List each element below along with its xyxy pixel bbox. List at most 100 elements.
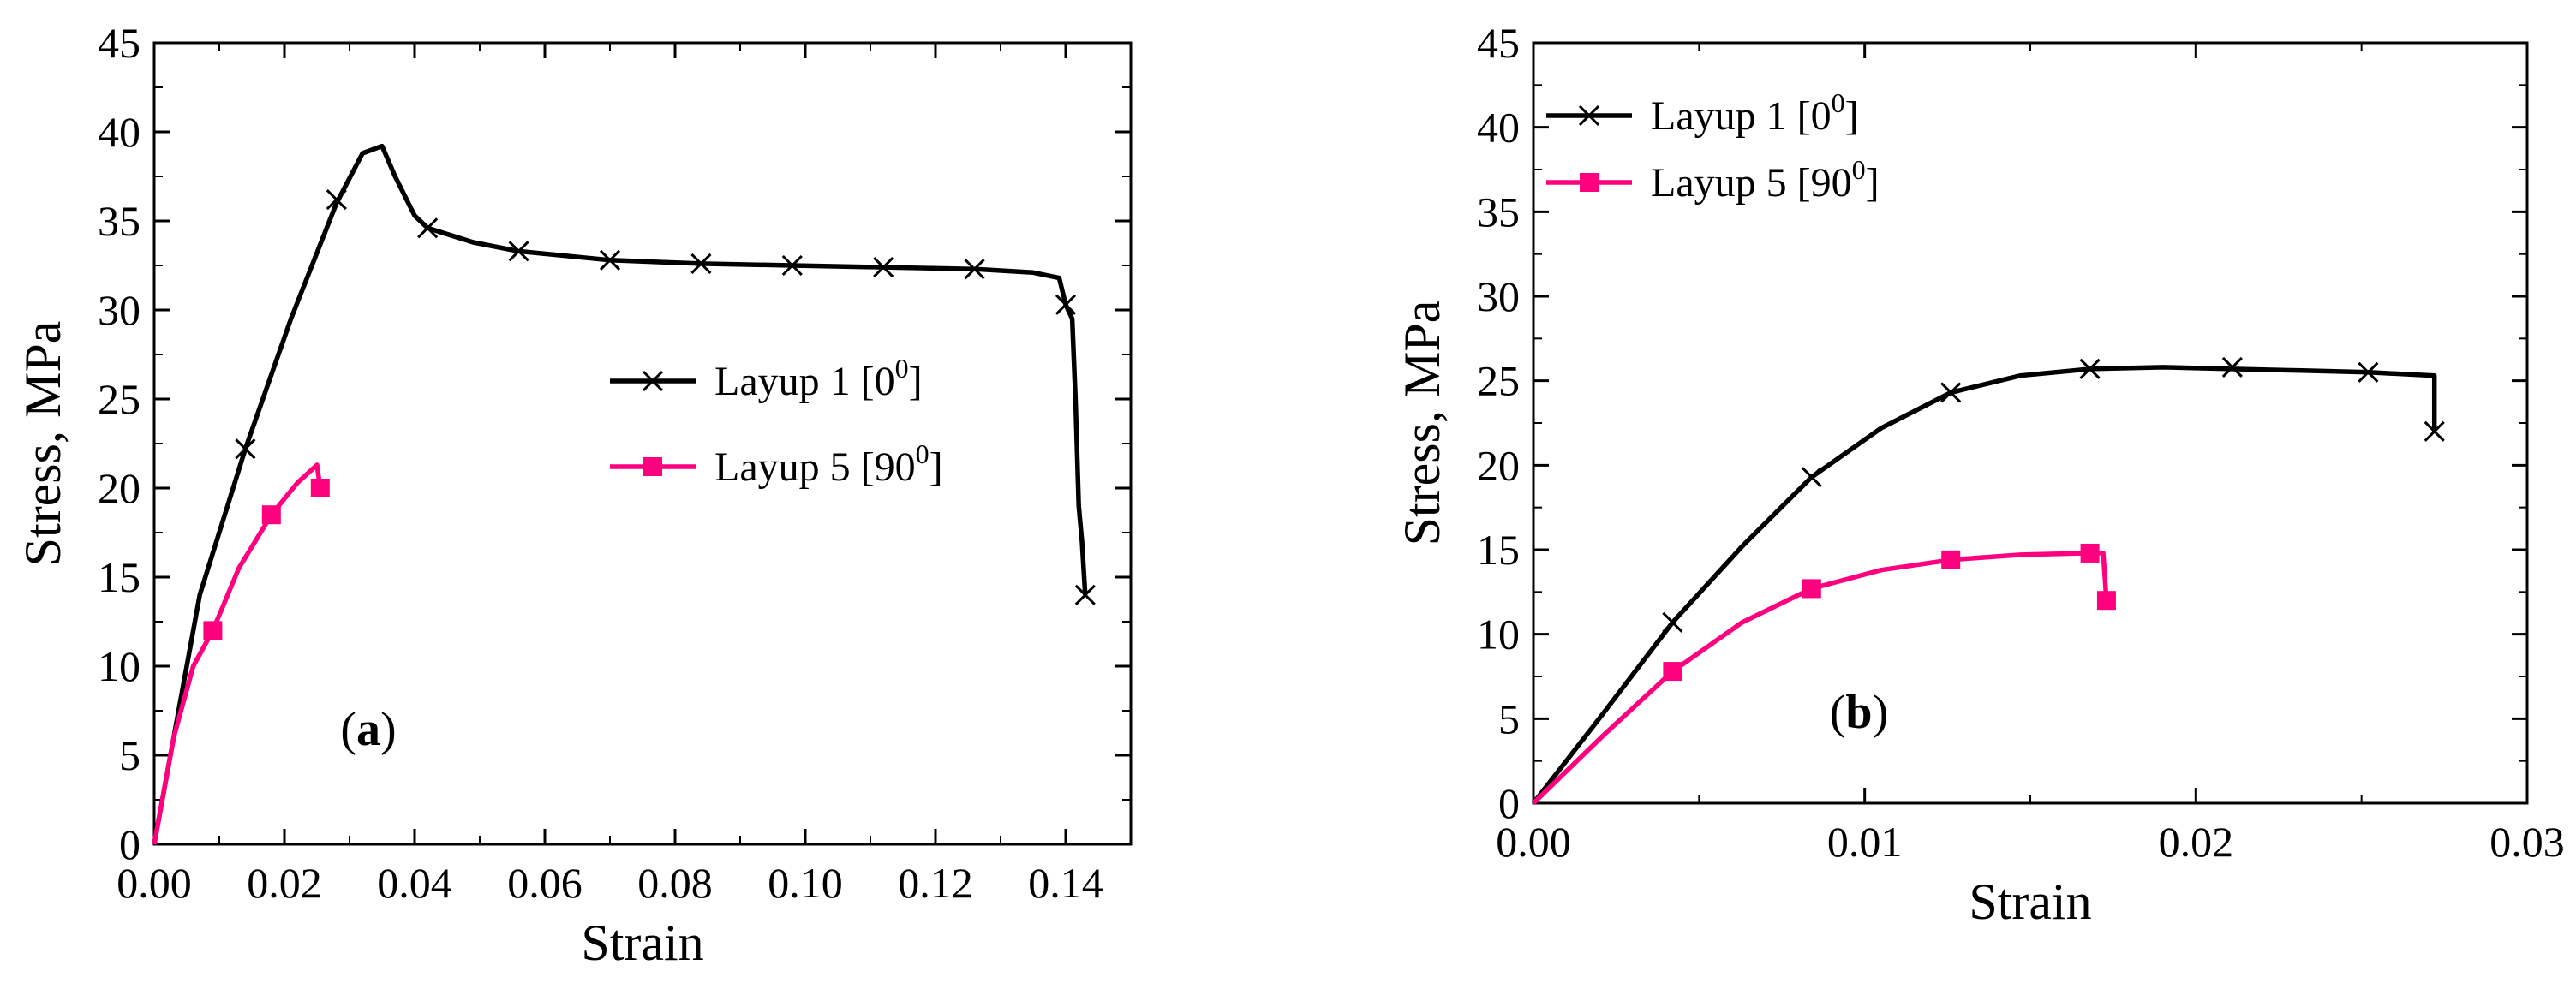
y-tick-label: 40 <box>1477 104 1520 152</box>
x-tick-label: 0.12 <box>898 859 973 907</box>
marker-stroke <box>1801 467 1822 488</box>
x-axis-title: Strain <box>1969 873 2091 930</box>
data-point-x-marker <box>781 254 803 277</box>
data-point-x-marker <box>1055 294 1077 315</box>
y-tick-label: 25 <box>1477 357 1520 405</box>
legend-label-1: Layup 1 [00] <box>714 353 923 404</box>
panel-label-open: ( <box>1830 686 1846 739</box>
data-point-x-marker <box>1940 382 1962 403</box>
y-tick-label: 45 <box>98 19 140 67</box>
panel-label-letter: a <box>356 703 380 756</box>
y-tick-label: 0 <box>119 820 140 868</box>
x-tick-label: 0.14 <box>1028 859 1103 907</box>
data-point-x-marker <box>964 259 985 280</box>
data-point-square-marker <box>261 505 281 525</box>
legend-label-main: Layup 1 [0 <box>714 359 895 404</box>
y-tick-label: 30 <box>98 286 140 334</box>
data-point-square-marker <box>1663 662 1682 682</box>
marker-stroke <box>1055 294 1077 315</box>
legend-label-superscript: 0 <box>895 353 909 384</box>
y-tick-label: 25 <box>98 375 140 423</box>
data-point-square-marker <box>203 621 223 640</box>
y-tick-label: 0 <box>1498 779 1520 827</box>
data-point-x-marker <box>508 241 529 262</box>
data-point-x-marker <box>2424 420 2445 442</box>
data-point-x-marker <box>1662 611 1683 633</box>
y-tick-label: 15 <box>98 553 140 601</box>
data-point-x-marker <box>1801 467 1822 488</box>
marker-stroke <box>781 254 803 277</box>
y-tick-label: 15 <box>1477 526 1520 574</box>
legend-x-marker <box>1578 104 1600 127</box>
y-tick-label: 20 <box>98 464 140 512</box>
data-point-x-marker <box>690 253 712 274</box>
data-point-x-marker <box>599 249 621 271</box>
marker-stroke <box>235 438 256 460</box>
panel-label: (a) <box>340 703 396 756</box>
y-tick-label: 10 <box>98 642 140 690</box>
legend-label-tail: ] <box>1845 93 1859 139</box>
legend-label-main: Layup 5 [90 <box>1651 160 1852 206</box>
y-tick-label: 30 <box>1477 272 1520 320</box>
data-point-x-marker <box>235 438 256 460</box>
legend-label-superscript: 0 <box>1832 87 1845 118</box>
legend-label-tail: ] <box>929 444 943 490</box>
x-tick-label: 0.00 <box>117 859 192 907</box>
legend-square-marker <box>1580 173 1599 192</box>
data-point-square-marker <box>310 479 330 497</box>
panel-label-close: ) <box>1873 686 1889 739</box>
legend-label-superscript: 0 <box>1852 154 1866 185</box>
x-tick-label: 0.00 <box>1496 818 1571 866</box>
marker-stroke <box>964 259 985 280</box>
marker-stroke <box>417 217 439 239</box>
x-tick-label: 0.10 <box>768 859 843 907</box>
chart-panel-a: 0.00 0.02 0.04 0.06 0.08 0.10 0.12 0.14 0 5 10 15 20… <box>15 19 1133 971</box>
panel-label: (b) <box>1830 686 1888 739</box>
marker-stroke <box>2358 361 2379 383</box>
data-point-x-marker <box>326 188 347 211</box>
x-tick-label: 0.04 <box>377 859 452 907</box>
data-point-square-marker <box>2080 543 2100 563</box>
x-tick-label: 0.01 <box>1827 818 1903 866</box>
marker-stroke <box>508 241 529 262</box>
data-point-x-marker <box>873 257 894 278</box>
legend-x-marker <box>642 370 664 392</box>
y-tick-label: 40 <box>98 108 140 156</box>
legend-label-tail: ] <box>909 359 923 404</box>
panel-label-open: ( <box>340 703 356 756</box>
legend-label-tail: ] <box>1866 160 1880 206</box>
panel-label-close: ) <box>380 703 397 756</box>
legend-label-2: Layup 5 [900] <box>714 438 943 490</box>
legend-label-2: Layup 5 [900] <box>1651 154 1880 206</box>
data-point-square-marker <box>2096 591 2116 611</box>
marker-stroke <box>2221 356 2243 378</box>
x-axis-title: Strain <box>581 915 703 971</box>
legend-label-1: Layup 1 [00] <box>1651 87 1859 139</box>
plot-frame <box>1532 41 2529 805</box>
data-point-x-marker <box>2358 361 2379 383</box>
y-axis-title: Stress, MPa <box>1394 301 1450 546</box>
legend-label-main: Layup 1 [0 <box>1651 93 1832 139</box>
plot-frame <box>152 41 1133 846</box>
y-axis-title: Stress, MPa <box>15 321 71 567</box>
marker-stroke <box>690 253 712 274</box>
y-tick-label: 5 <box>1498 694 1520 742</box>
series-line-1 <box>152 143 1088 845</box>
legend-label-main: Layup 5 [90 <box>714 444 916 490</box>
chart-panel-b: 0.00 0.01 0.02 0.03 0 5 10 15 20 25 30 35 40 45 Strain… <box>1394 19 2565 930</box>
x-tick-label: 0.06 <box>507 859 583 907</box>
data-point-square-marker <box>1941 550 1961 569</box>
legend-label-superscript: 0 <box>916 438 929 469</box>
data-point-x-marker <box>1074 584 1096 605</box>
marker-stroke <box>873 257 894 278</box>
marker-stroke <box>2079 358 2101 379</box>
data-point-square-marker <box>1802 579 1821 599</box>
marker-stroke <box>1662 611 1683 633</box>
x-tick-label: 0.03 <box>2489 818 2565 866</box>
series-line-1 <box>1531 365 2437 805</box>
marker-stroke <box>1074 584 1096 605</box>
x-tick-label: 0.02 <box>247 859 322 907</box>
x-tick-label: 0.02 <box>2159 818 2234 866</box>
data-point-x-marker <box>2221 356 2243 378</box>
marker-stroke <box>1940 382 1962 403</box>
